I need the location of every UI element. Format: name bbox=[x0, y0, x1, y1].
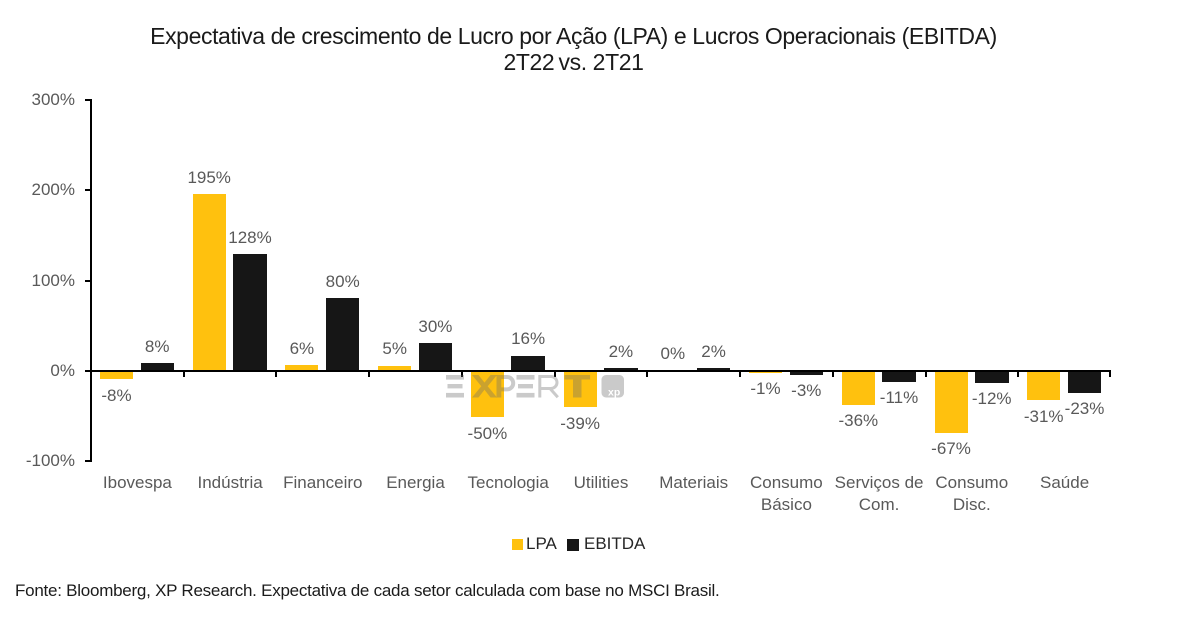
svg-text:xp: xp bbox=[608, 387, 620, 399]
